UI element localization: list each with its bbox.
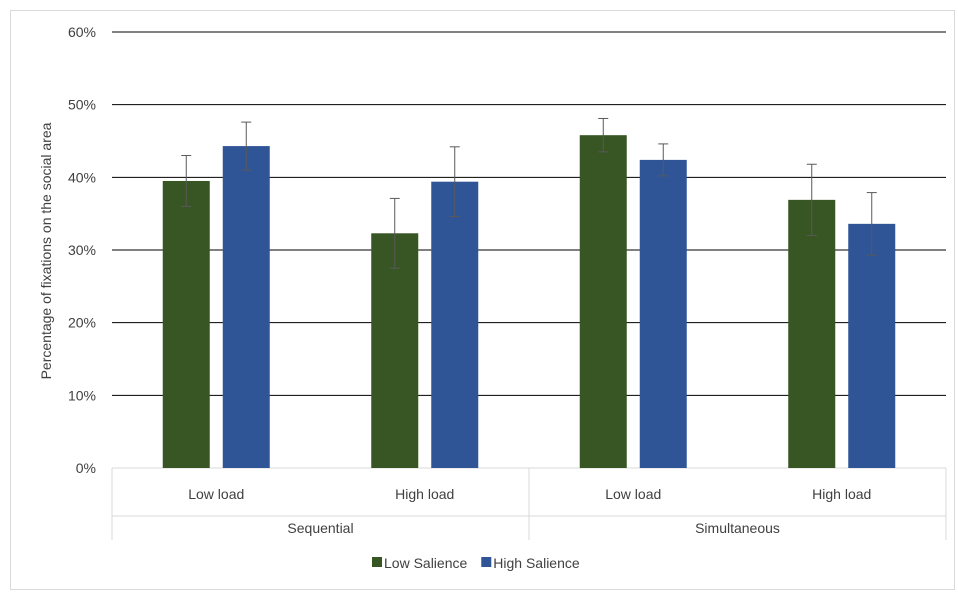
legend-swatch — [372, 557, 382, 567]
x-tick-label: High load — [812, 486, 871, 502]
bar — [579, 135, 627, 469]
x-tick-label: High load — [395, 486, 454, 502]
legend-label: High Salience — [493, 555, 580, 571]
labels: Percentage of fixations on the social ar… — [38, 24, 871, 536]
bar — [848, 223, 896, 468]
bar — [371, 233, 419, 468]
group-label: Simultaneous — [695, 520, 780, 536]
y-tick-label: 30% — [68, 242, 96, 258]
bar — [222, 146, 270, 468]
error-bars — [181, 117, 877, 269]
y-tick-label: 10% — [68, 387, 96, 403]
legend-label: Low Salience — [384, 555, 467, 571]
axes — [111, 467, 947, 540]
x-tick-label: Low load — [605, 486, 661, 502]
bar — [639, 159, 687, 469]
chart-frame — [10, 10, 955, 590]
bar — [431, 181, 479, 468]
y-tick-label: 60% — [68, 24, 96, 40]
bar — [162, 180, 210, 468]
y-axis-label: Percentage of fixations on the social ar… — [38, 122, 54, 379]
y-tick-label: 50% — [68, 97, 96, 113]
legend-swatch — [481, 557, 492, 567]
group-label: Sequential — [287, 520, 353, 536]
y-tick-label: 20% — [68, 315, 96, 331]
y-tick-label: 40% — [68, 169, 96, 185]
x-tick-label: Low load — [188, 486, 244, 502]
y-tick-label: 0% — [76, 460, 96, 476]
bars — [162, 135, 896, 469]
bar — [788, 199, 836, 469]
legend: Low Salience High Salience — [372, 555, 580, 571]
